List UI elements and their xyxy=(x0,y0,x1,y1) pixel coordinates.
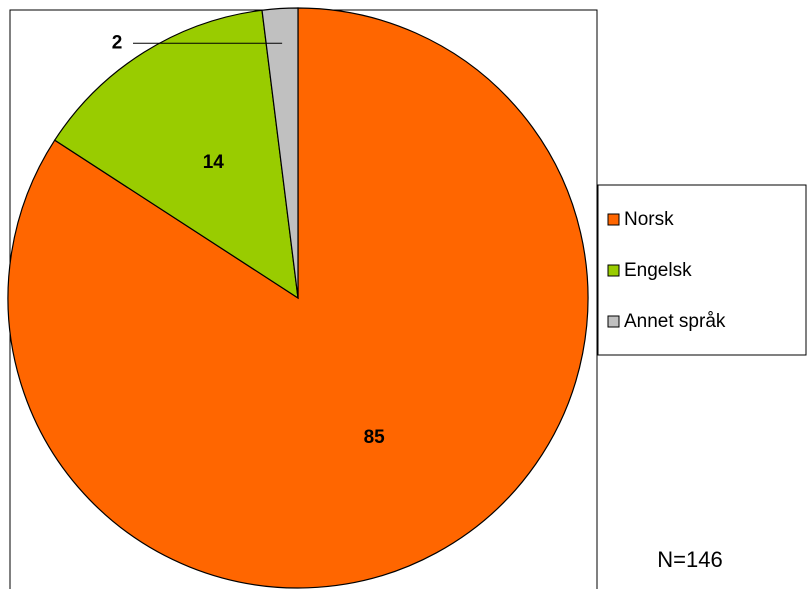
legend-swatch xyxy=(607,213,620,226)
legend-label: Engelsk xyxy=(624,260,692,281)
data-label: 14 xyxy=(203,152,225,173)
data-label: 85 xyxy=(364,427,386,448)
legend-label: Norsk xyxy=(624,209,674,230)
legend-swatch xyxy=(607,264,620,277)
legend-box xyxy=(597,184,807,356)
pie-slice xyxy=(261,7,299,299)
legend-label: Annet språk xyxy=(624,311,726,332)
legend-swatch xyxy=(607,315,620,328)
pie-slice xyxy=(53,9,299,300)
data-label: 2 xyxy=(112,32,123,53)
annotation: N=146 xyxy=(657,547,722,572)
